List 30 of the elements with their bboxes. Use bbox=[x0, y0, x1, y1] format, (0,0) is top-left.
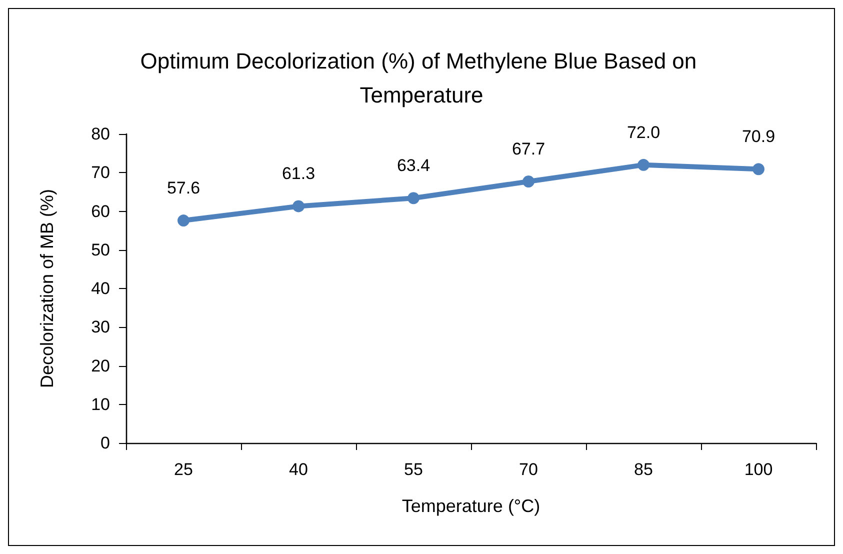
y-tick-label: 50 bbox=[91, 240, 110, 260]
y-tick-label: 30 bbox=[91, 318, 110, 337]
data-label: 70.9 bbox=[742, 127, 776, 146]
point bbox=[408, 192, 420, 204]
x-tick-label: 85 bbox=[634, 460, 653, 479]
y-tick-label: 20 bbox=[91, 356, 110, 376]
y-tick-label: 10 bbox=[91, 394, 110, 414]
data-label: 63.4 bbox=[396, 156, 430, 176]
y-axis-title: Decolorization of MB (%) bbox=[37, 188, 57, 388]
x-axis-title: Temperature (°C) bbox=[402, 496, 540, 516]
point bbox=[178, 214, 190, 227]
y-tick-label: 0 bbox=[100, 434, 110, 452]
x-tick-label: 100 bbox=[744, 460, 773, 479]
y-tick-label: 70 bbox=[91, 163, 110, 182]
y-tick-label: 40 bbox=[91, 279, 110, 298]
data-label: 72.0 bbox=[626, 122, 660, 142]
x-tick-label: 70 bbox=[519, 460, 538, 479]
x-tick-label: 25 bbox=[174, 460, 193, 479]
chart-title: Optimum Decolorization (%) of Methylene Blue Based on Temperature bbox=[140, 48, 703, 108]
y-tick-label: 60 bbox=[91, 202, 110, 221]
data-label: 57.6 bbox=[166, 178, 200, 198]
x-tick-label: 40 bbox=[289, 460, 308, 479]
point bbox=[638, 158, 650, 171]
point bbox=[292, 200, 304, 212]
data-label: 61.3 bbox=[282, 164, 316, 184]
x-tick-label: 55 bbox=[404, 460, 423, 479]
data-label: 67.7 bbox=[512, 140, 546, 159]
point bbox=[752, 163, 764, 176]
y-tick-label: 80 bbox=[91, 124, 110, 144]
point bbox=[522, 176, 534, 188]
